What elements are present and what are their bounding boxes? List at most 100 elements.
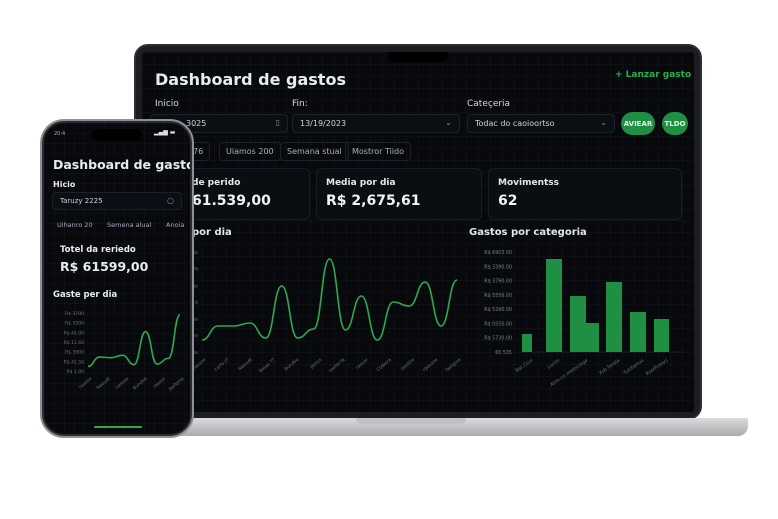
y-tick-label: R$ 1.00	[67, 369, 85, 375]
x-tick-label: Lasosa	[114, 376, 130, 391]
x-tick-label: Jastys	[308, 357, 323, 371]
y-tick-label: R$ 3390.00	[484, 264, 512, 270]
y-tick-label: nb	[192, 250, 198, 256]
y-tick-label: R$ 5556.00	[484, 293, 512, 299]
card-value: 62	[498, 193, 518, 209]
y-tick-label: цо	[192, 318, 198, 323]
y-tick-label: Ю	[193, 333, 198, 339]
x-tick-label: rgosooo	[421, 357, 439, 373]
y-tick-label: R$ 41.50	[64, 359, 84, 365]
apply-button[interactable]: AVIEAR	[621, 112, 655, 135]
card-total: de perido 61.539,00	[182, 168, 310, 220]
y-tick-label: R$ 3900	[65, 350, 84, 356]
card-label: de perido	[192, 178, 241, 188]
chip-3[interactable]: Mostror Tiido	[345, 142, 411, 161]
card-label: Media por dia	[326, 178, 396, 188]
series-line	[201, 258, 458, 341]
x-tick-label: rasooo	[192, 357, 207, 372]
y-tick-label: R$ 41.00	[64, 330, 84, 336]
end-date-input[interactable]: 13/19/2023 ⌄	[292, 114, 460, 133]
y-tick-label: Tб	[192, 267, 198, 273]
chip-1[interactable]: Uiamos 200	[219, 142, 281, 161]
start-label: Inicio	[155, 99, 179, 109]
line-chart-title: por dia	[192, 227, 232, 238]
end-date-value: 13/19/2023	[300, 119, 347, 128]
y-tick-label: R$ 0550.00	[484, 321, 512, 327]
x-tick-label: rasoor	[355, 357, 370, 371]
all-button[interactable]: TLDO	[662, 112, 688, 135]
end-label: Fin:	[292, 99, 308, 109]
chevron-down-icon: ⌄	[600, 118, 607, 127]
x-tick-label: taestro	[400, 357, 416, 372]
camera-notch	[388, 52, 448, 62]
laptop-base	[160, 418, 748, 436]
x-tick-label: Naoudt	[237, 357, 254, 372]
x-tick-label: Xsb ferdia	[598, 358, 621, 377]
card-movements: Movimentss 62	[488, 168, 682, 220]
bar	[522, 334, 532, 352]
home-indicator[interactable]	[94, 426, 142, 428]
phone-start-label: Hicio	[53, 180, 76, 189]
bar	[570, 296, 586, 352]
chevron-down-icon: ⌄	[445, 118, 452, 127]
x-tick-label: Tasfgma	[443, 357, 462, 374]
card-average: Media por dia R$ 2,675,61	[316, 168, 482, 220]
category-label: Cateçeria	[467, 99, 511, 109]
x-tick-label: Bal.Ciuo	[515, 358, 535, 374]
bar	[630, 312, 646, 352]
x-tick-label: Lurrin	[546, 358, 561, 371]
phone-total-label: Totel da reriedo	[60, 245, 136, 255]
dynamic-island	[92, 129, 142, 141]
phone-chart-title: Gaste per dia	[53, 290, 118, 300]
signal-battery-icon: ▂▄▆ ▬	[154, 129, 176, 136]
phone-title: Dashboard de gastos	[53, 157, 190, 172]
phone-daily-line-chart: R$ 3700 R$ 5500 R$ 41.00 R$ 11.60 R$ 3900 R$ …	[64, 311, 186, 393]
x-tick-label: dosas TT	[258, 357, 277, 375]
phone-start-input[interactable]: Taruzy 2225 ○	[52, 192, 182, 210]
status-time: 20:4	[54, 131, 66, 137]
bar	[546, 259, 562, 352]
x-tick-label: cerfo-JT	[213, 357, 230, 373]
y-tick-label: to	[193, 283, 198, 289]
y-tick-label: R$ 3790.00	[484, 279, 512, 285]
y-tick-label: R$ 5500	[65, 321, 84, 327]
y-tick-label: 65 535	[495, 350, 512, 356]
bar	[654, 319, 669, 352]
phone-start-value: Taruzy 2225	[60, 197, 103, 205]
laptop-screen: Dashboard de gastos + Lanzar gasto Inici…	[142, 52, 694, 412]
card-label: Movimentss	[498, 178, 559, 188]
x-tick-label: Ctdasra	[375, 357, 392, 373]
x-tick-label: rasooo	[78, 376, 94, 391]
category-bar-chart: R$ 6903.00 R$ 3390.00 R$ 3790.00 R$ 5556.00…	[484, 250, 684, 388]
add-expense-button[interactable]: + Lanzar gasto	[615, 70, 692, 80]
phone-chip-1[interactable]: Semena alual	[107, 221, 152, 229]
y-tick-label: to	[193, 350, 198, 356]
category-select[interactable]: Todac do caoioortso ⌄	[467, 114, 615, 133]
chip-2[interactable]: Semana stual	[280, 142, 349, 161]
x-tick-label: sasfer-Te	[328, 357, 347, 374]
y-tick-label: R$ 6903.00	[484, 250, 512, 256]
x-tick-label: Rsstfiraisrj	[645, 358, 669, 377]
phone-chip-2[interactable]: Anoia	[166, 221, 185, 229]
x-tick-label: Bundse	[132, 376, 149, 392]
y-tick-label: R$ 5730.00	[484, 336, 512, 342]
bar-chart-title: Gastos por categoria	[469, 227, 587, 238]
card-value: R$ 2,675,61	[326, 193, 421, 209]
series-line	[87, 313, 181, 368]
bar	[606, 282, 622, 352]
calendar-icon: ▯	[275, 118, 280, 127]
x-tick-label: Tutdianuo	[622, 358, 646, 377]
laptop-base-notch	[356, 418, 466, 424]
phone-total-value: R$ 61599,00	[60, 259, 149, 274]
y-tick-label: R$ 11.60	[64, 340, 84, 346]
x-tick-label: Jasfgma	[167, 376, 186, 393]
x-tick-label: rasoor	[152, 376, 167, 390]
phone-chip-0[interactable]: Uihanro 20	[57, 221, 93, 229]
phone-screen: 20:4 ▂▄▆ ▬ Dashboard de gastos Hicio Tar…	[44, 123, 190, 434]
x-tick-label: Bundse	[283, 357, 300, 373]
y-tick-label: б	[195, 300, 198, 306]
card-value: 61.539,00	[192, 193, 271, 209]
calendar-icon: ○	[167, 196, 174, 205]
bar	[586, 323, 599, 352]
